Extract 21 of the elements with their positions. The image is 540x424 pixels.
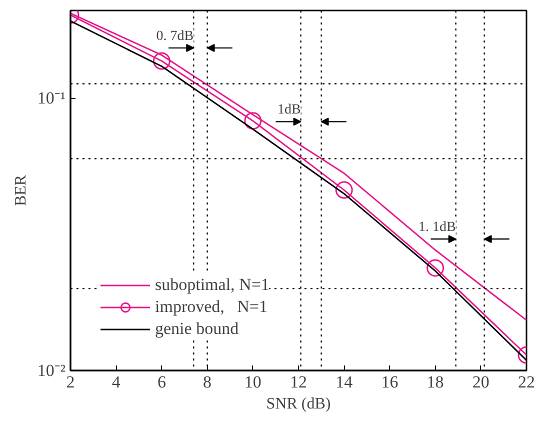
x-tick-label: 4 [112, 372, 121, 392]
x-tick-label: 18 [426, 372, 444, 392]
x-tick-label: 20 [472, 372, 490, 392]
annotation: 0. 7dB [156, 28, 194, 44]
annotation: 1dB [277, 102, 301, 118]
x-tick-label: 10 [244, 372, 262, 392]
y-tick-label: 10⁻¹ [37, 88, 66, 108]
legend-label: improved, N=1 [155, 296, 268, 318]
x-tick-label: 22 [518, 372, 535, 392]
legend-label: genie bound [155, 318, 239, 340]
x-tick-label: 16 [381, 372, 398, 392]
x-tick-label: 2 [66, 372, 75, 392]
x-tick-label: 6 [157, 372, 166, 392]
legend-label: suboptimal, N=1 [155, 274, 270, 296]
annotation: 1. 1dB [418, 220, 456, 236]
x-axis-title: SNR (dB) [266, 396, 331, 412]
x-tick-label: 8 [203, 372, 212, 392]
x-tick-label: 14 [336, 372, 354, 392]
x-tick-label: 12 [290, 372, 307, 392]
y-tick-label: 10⁻² [37, 361, 66, 380]
y-axis-title: BER [12, 174, 30, 206]
